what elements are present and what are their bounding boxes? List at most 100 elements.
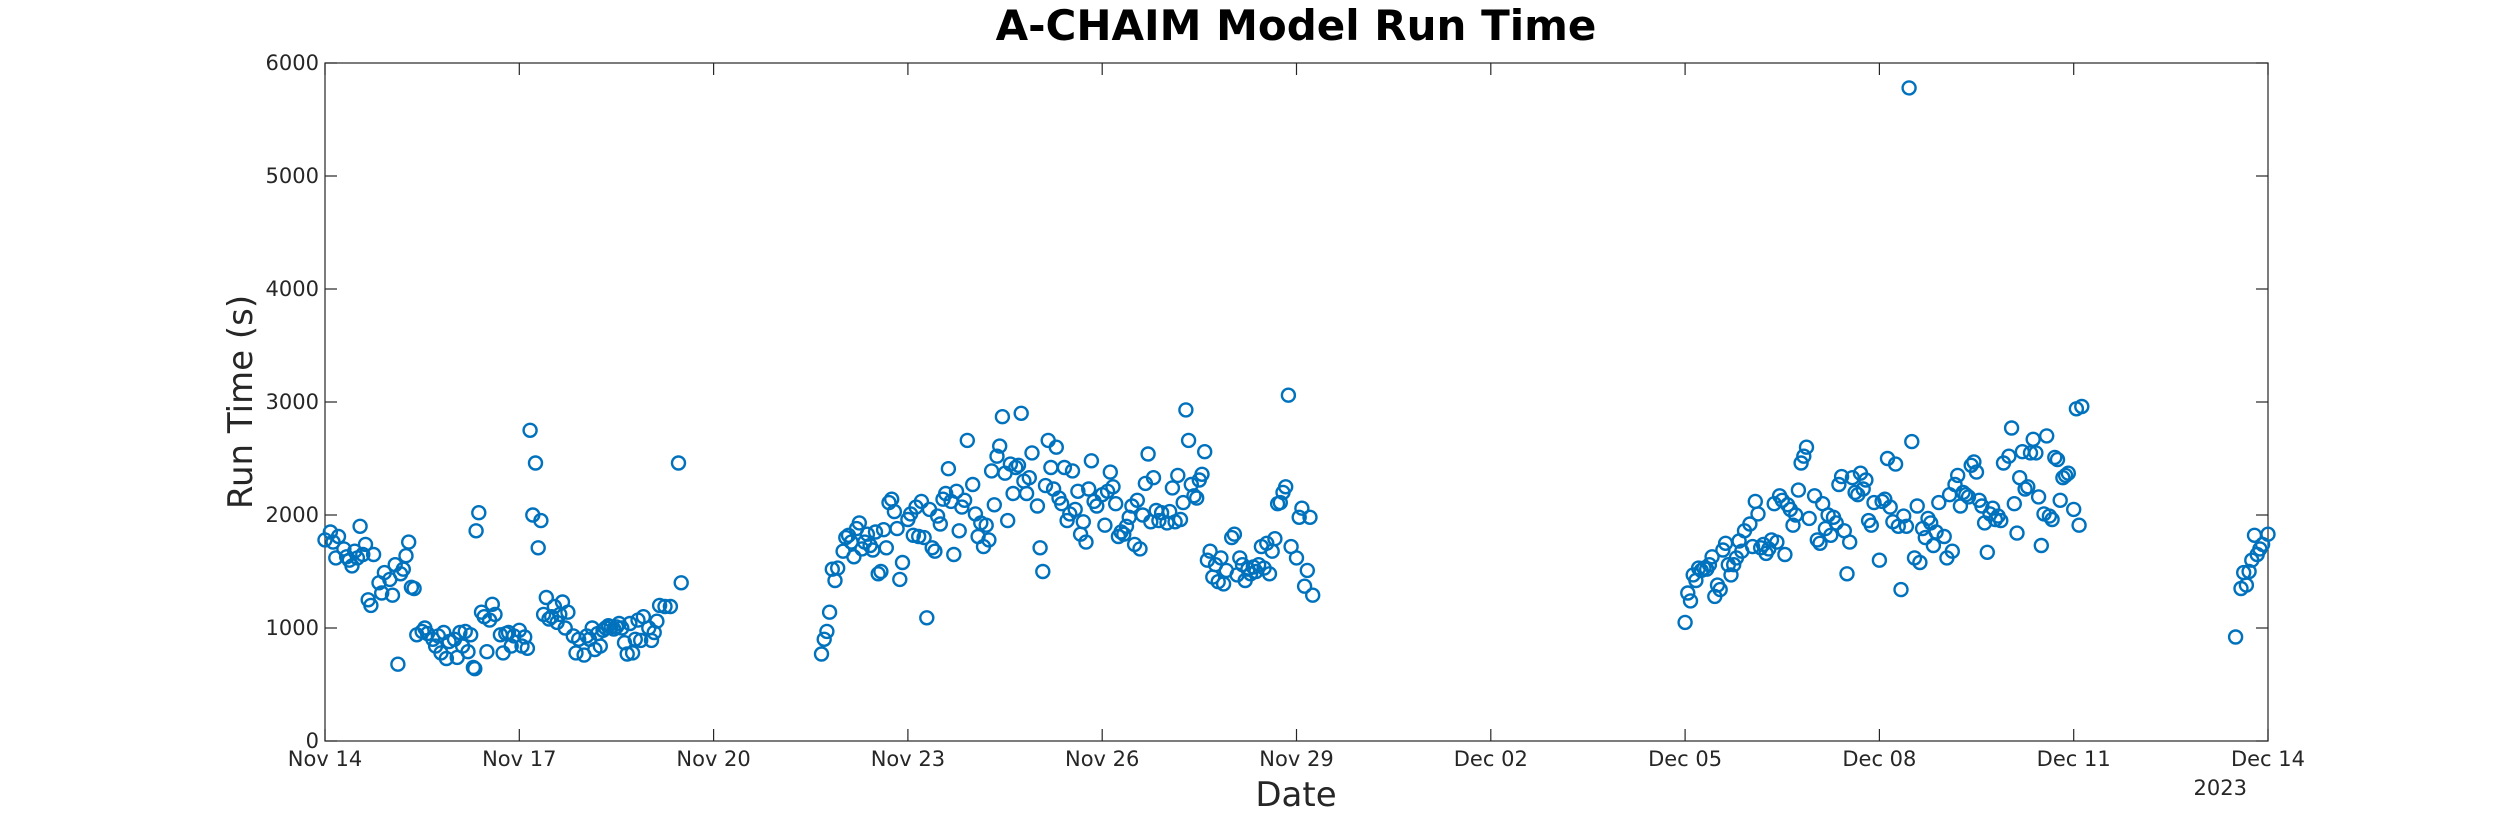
y-axis-label: Run Time (s): [221, 295, 261, 509]
data-point: [1232, 550, 1248, 566]
data-point: [1223, 529, 1240, 546]
data-point: [1742, 516, 1758, 532]
data-point: [467, 661, 483, 677]
data-point: [1067, 501, 1083, 518]
data-point: [673, 575, 689, 591]
data-point: [1107, 496, 1124, 512]
data-point: [1790, 482, 1807, 498]
data-point: [1267, 531, 1283, 547]
data-point: [1056, 459, 1073, 476]
data-point: [463, 627, 479, 643]
data-point: [1145, 470, 1162, 486]
data-point: [2049, 451, 2066, 468]
x-tick-label: Nov 26: [1065, 747, 1139, 771]
data-point: [2017, 481, 2033, 497]
data-point: [2001, 448, 2017, 464]
data-point: [1000, 512, 1016, 529]
data-point: [819, 623, 835, 640]
data-point: [390, 656, 406, 672]
y-tick-label: 1000: [266, 616, 319, 640]
data-point: [1777, 546, 1793, 563]
x-tick-label: Dec 11: [2037, 747, 2111, 771]
data-point: [2006, 496, 2023, 512]
data-point: [1078, 534, 1094, 550]
data-point: [2003, 420, 2020, 436]
data-point: [1296, 578, 1313, 594]
x-axis-label: Date: [1255, 775, 1336, 815]
data-point: [1037, 477, 1054, 494]
data-point: [1172, 511, 1189, 528]
x-tick-label: Nov 20: [676, 747, 750, 771]
data-point: [384, 587, 401, 603]
data-point: [1936, 528, 1952, 545]
data-point: [919, 610, 935, 626]
data-point: [948, 483, 965, 499]
data-point: [614, 620, 630, 636]
data-point: [1966, 454, 1982, 470]
data-point: [533, 512, 549, 529]
data-point: [2227, 629, 2244, 645]
data-point: [1833, 468, 1850, 485]
data-point: [406, 580, 422, 597]
data-point: [633, 632, 649, 649]
data-point: [1175, 494, 1191, 511]
y-tick-label: 3000: [266, 390, 319, 414]
data-point: [1949, 467, 1966, 484]
data-point: [2030, 489, 2047, 505]
data-point: [2033, 537, 2050, 554]
data-point: [1070, 483, 1086, 499]
data-point: [965, 476, 981, 493]
data-point: [1823, 527, 1839, 543]
data-point: [355, 546, 371, 563]
data-point: [1291, 509, 1307, 525]
data-point: [1806, 488, 1823, 504]
data-point: [851, 515, 867, 531]
data-point: [2047, 449, 2063, 466]
data-point: [1129, 492, 1146, 508]
data-point: [522, 422, 538, 438]
x-tick-label: Nov 14: [288, 747, 362, 771]
data-point: [1053, 496, 1070, 512]
data-point: [1194, 466, 1210, 482]
data-point: [929, 508, 946, 524]
data-point: [2038, 428, 2055, 444]
data-point: [557, 620, 573, 636]
x-tick-label: Nov 23: [871, 747, 945, 771]
data-point: [1904, 433, 1920, 450]
data-point: [1793, 455, 1809, 471]
data-point: [1021, 470, 1038, 486]
data-point: [1097, 517, 1113, 533]
data-point: [1912, 554, 1928, 571]
data-point: [1304, 587, 1321, 603]
data-point: [571, 631, 587, 647]
data-point: [657, 598, 673, 615]
data-point: [2044, 511, 2060, 528]
data-point: [1008, 459, 1024, 476]
y-tick-label: 0: [306, 729, 319, 753]
data-point: [892, 571, 908, 588]
data-point: [2065, 501, 2082, 518]
data-point: [479, 644, 495, 660]
data-point: [1809, 532, 1826, 548]
data-point: [1947, 476, 1963, 493]
data-point: [1841, 534, 1858, 550]
data-point: [649, 613, 665, 629]
data-point: [527, 455, 544, 471]
data-point: [1102, 464, 1119, 480]
data-point: [1064, 463, 1081, 479]
data-point: [1882, 499, 1898, 515]
data-point: [870, 566, 886, 582]
data-point: [1013, 405, 1029, 421]
data-point: [821, 604, 838, 620]
data-point: [347, 543, 363, 559]
data-point: [2057, 467, 2074, 484]
data-point: [986, 497, 1002, 513]
data-point: [1812, 535, 1828, 551]
data-point: [894, 554, 911, 571]
data-point: [622, 615, 638, 632]
data-point: [1958, 487, 1974, 503]
data-point: [978, 517, 994, 533]
x-axis-year-label: 2023: [2194, 776, 2247, 800]
data-point: [994, 409, 1011, 425]
